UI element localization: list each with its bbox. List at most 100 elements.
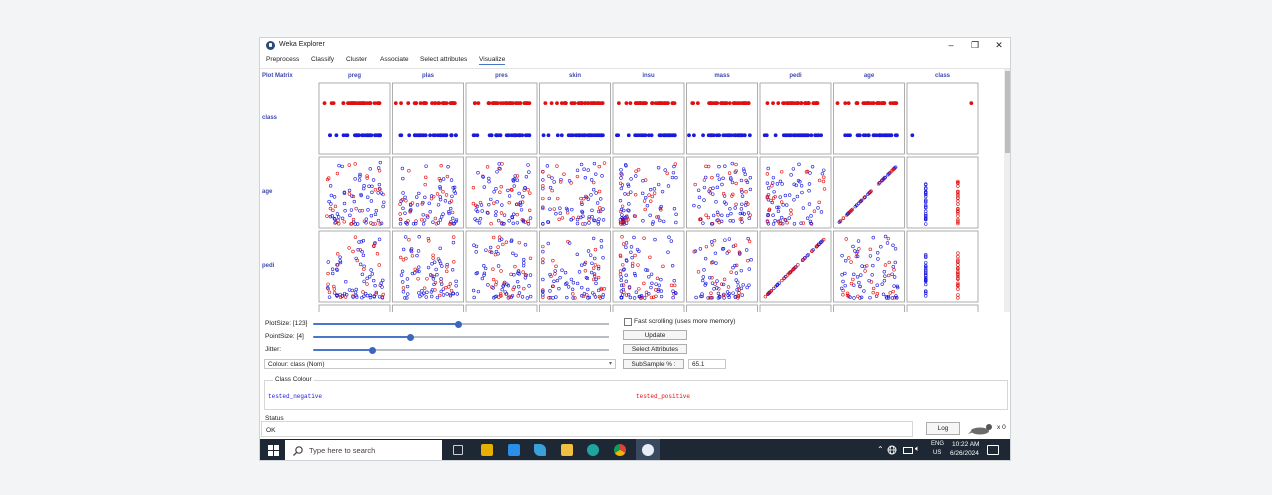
- windows-start-icon[interactable]: [268, 445, 279, 456]
- scatter-cell[interactable]: [318, 230, 391, 303]
- data-point-tested-positive: [583, 101, 587, 105]
- scatter-cell[interactable]: [465, 82, 538, 155]
- scatter-cell[interactable]: [686, 156, 758, 229]
- jitter-slider-knob[interactable]: [368, 346, 376, 354]
- class-tested-positive[interactable]: tested_positive: [636, 393, 691, 400]
- volume-muted-icon[interactable]: 🔈︎: [915, 444, 920, 453]
- scatter-cell[interactable]: [318, 156, 391, 229]
- scatter-cell[interactable]: [465, 304, 538, 312]
- data-point-tested-negative: [896, 285, 900, 290]
- data-point-tested-negative: [859, 295, 864, 300]
- scatter-cell[interactable]: [906, 156, 979, 229]
- data-point-tested-positive: [791, 267, 795, 272]
- data-point-tested-positive: [489, 222, 493, 226]
- data-point-tested-negative: [449, 178, 454, 182]
- data-point-tested-positive: [336, 218, 340, 223]
- scatter-cell[interactable]: [539, 304, 611, 312]
- scatter-cell[interactable]: [686, 230, 758, 303]
- scatter-cell[interactable]: [539, 230, 611, 303]
- scatter-cell[interactable]: [833, 304, 905, 312]
- scatter-cell[interactable]: [759, 304, 832, 312]
- scatter-cell[interactable]: [686, 82, 758, 155]
- plot-matrix-vertical-scrollbar[interactable]: [1004, 69, 1010, 312]
- language-indicator[interactable]: ENG: [931, 441, 945, 447]
- subsample-input[interactable]: 65.1: [688, 359, 726, 369]
- scatter-cell[interactable]: [612, 304, 685, 312]
- scatter-cell[interactable]: [465, 156, 538, 229]
- data-point-tested-positive: [863, 269, 867, 273]
- scatter-cell[interactable]: [833, 230, 905, 303]
- data-point-tested-negative: [858, 200, 862, 204]
- data-point-tested-negative: [558, 275, 562, 280]
- scatter-cell[interactable]: [392, 230, 464, 303]
- mail-icon[interactable]: [508, 444, 520, 456]
- scatter-cell[interactable]: [833, 156, 905, 229]
- restore-button[interactable]: ❐: [970, 40, 980, 50]
- file-explorer-icon[interactable]: [561, 444, 573, 456]
- scatter-cell[interactable]: [392, 304, 464, 312]
- scatter-cell[interactable]: [318, 304, 391, 312]
- data-point-tested-positive: [424, 175, 428, 180]
- scatter-cell[interactable]: [906, 230, 979, 303]
- data-point-tested-negative: [483, 266, 488, 271]
- tab-preprocess[interactable]: Preprocess: [266, 56, 300, 63]
- taskbar-search-box[interactable]: Type here to search: [285, 440, 442, 460]
- cloud-app-icon[interactable]: [534, 444, 546, 456]
- scrollbar-thumb[interactable]: [1005, 71, 1010, 153]
- plot-matrix[interactable]: Plot Matrix preg plas pres skin insu mass pedi…: [260, 69, 1004, 312]
- minimize-button[interactable]: –: [948, 40, 954, 50]
- scatter-cell[interactable]: [906, 82, 979, 155]
- scatter-cell[interactable]: [539, 82, 611, 155]
- tab-cluster[interactable]: Cluster: [346, 56, 367, 63]
- scatter-cell[interactable]: [906, 304, 979, 312]
- battery-icon[interactable]: [903, 447, 913, 454]
- network-globe-icon[interactable]: [887, 445, 897, 455]
- data-point-tested-positive: [569, 181, 573, 185]
- scatter-cell[interactable]: [833, 82, 905, 155]
- scatter-cell[interactable]: [392, 156, 464, 229]
- class-tested-negative[interactable]: tested_negative: [268, 393, 323, 400]
- scatter-cell[interactable]: [759, 156, 832, 229]
- pointsize-slider-knob[interactable]: [407, 333, 415, 341]
- data-point-tested-positive: [717, 220, 721, 225]
- show-hidden-icons-chevron-up-icon[interactable]: ⌃: [877, 445, 884, 454]
- tab-select-attributes[interactable]: Select attributes: [420, 56, 468, 63]
- select-attributes-button[interactable]: Select Attributes: [623, 344, 687, 354]
- data-point-tested-negative: [650, 222, 655, 226]
- notifications-icon[interactable]: [987, 445, 999, 455]
- task-view-icon[interactable]: [453, 445, 463, 455]
- chrome-icon[interactable]: [614, 444, 626, 456]
- scatter-cell[interactable]: [392, 82, 464, 155]
- close-button[interactable]: ✕: [995, 40, 1003, 50]
- edge-browser-icon[interactable]: [587, 444, 599, 456]
- scatter-cell[interactable]: [539, 156, 611, 229]
- tab-associate[interactable]: Associate: [380, 56, 409, 63]
- scatter-cell[interactable]: [686, 304, 758, 312]
- tab-visualize[interactable]: Visualize: [479, 56, 506, 65]
- scatter-cell[interactable]: [465, 230, 538, 303]
- scatter-cell[interactable]: [318, 82, 391, 155]
- scatter-cell[interactable]: [759, 82, 832, 155]
- jitter-slider[interactable]: [313, 346, 609, 354]
- update-button[interactable]: Update: [623, 330, 687, 340]
- log-button[interactable]: Log: [926, 422, 960, 435]
- data-point-tested-positive: [717, 287, 721, 291]
- plot-matrix-svg[interactable]: Plot Matrix preg plas pres skin insu mass pedi…: [260, 69, 1004, 312]
- scatter-cell[interactable]: [612, 156, 685, 229]
- scatter-cell[interactable]: [612, 82, 685, 155]
- plotsize-slider-knob[interactable]: [454, 320, 462, 328]
- scatter-cell[interactable]: [612, 230, 685, 303]
- data-point-tested-negative: [405, 277, 410, 281]
- colour-select[interactable]: Colour: class (Nom) ▾: [264, 359, 616, 369]
- data-point-tested-negative: [593, 256, 597, 261]
- clock-time[interactable]: 10:22 AM: [952, 441, 980, 448]
- weka-taskbar-button[interactable]: [636, 439, 660, 460]
- fast-scrolling-checkbox[interactable]: [624, 318, 632, 326]
- tab-classify[interactable]: Classify: [311, 56, 335, 63]
- pointsize-slider[interactable]: [313, 333, 609, 341]
- data-point-tested-negative: [819, 240, 824, 244]
- scatter-cell[interactable]: [759, 230, 832, 303]
- microsoft-store-icon[interactable]: [481, 444, 493, 456]
- data-point-tested-negative: [329, 202, 333, 206]
- plotsize-slider[interactable]: [313, 320, 609, 328]
